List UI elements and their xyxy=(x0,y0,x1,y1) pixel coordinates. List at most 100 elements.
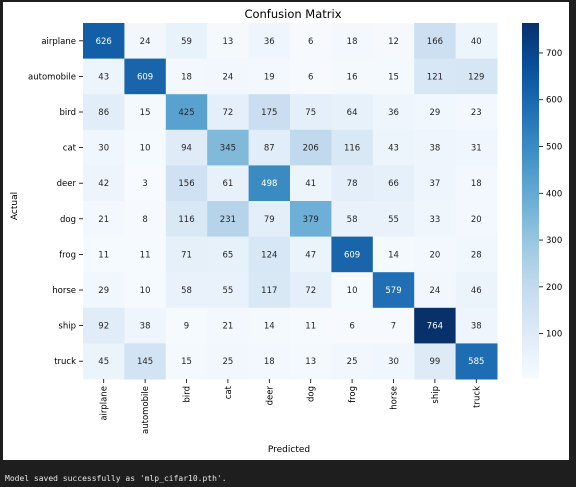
heatmap-cell xyxy=(414,23,457,60)
cell-value-label: 45 xyxy=(98,357,109,367)
heatmap-cell xyxy=(165,58,208,95)
cell-value-label: 33 xyxy=(429,215,440,225)
cell-value-label: 24 xyxy=(429,286,440,296)
colorbar-tick-label: 300 xyxy=(546,236,562,246)
colorbar-tick-label: 700 xyxy=(546,49,562,59)
y-tick-label: horse xyxy=(52,286,76,296)
heatmap-cell xyxy=(372,58,415,95)
cell-value-label: 14 xyxy=(264,322,275,332)
cell-value-label: 42 xyxy=(98,179,109,189)
cell-value-label: 72 xyxy=(222,108,233,118)
cell-value-label: 11 xyxy=(140,250,151,260)
heatmap-cell xyxy=(290,165,332,202)
cell-value-label: 29 xyxy=(98,286,109,296)
heatmap-cell xyxy=(83,165,125,202)
cell-value-label: 79 xyxy=(264,215,275,225)
cell-value-label: 626 xyxy=(96,37,112,47)
figure-panel: Confusion Matrix 626 24 59 13 36 6 18 12 166 40 43… xyxy=(3,2,569,460)
heatmap-cell xyxy=(207,165,250,202)
heatmap-cell xyxy=(207,58,250,95)
cell-value-label: 37 xyxy=(429,179,440,189)
colorbar-tick-label: 600 xyxy=(546,96,562,106)
heatmap-cell xyxy=(331,236,374,273)
heatmap-cell xyxy=(124,201,167,238)
cell-value-label: 65 xyxy=(222,250,233,260)
cell-value-label: 38 xyxy=(140,322,151,332)
cell-value-label: 55 xyxy=(222,286,233,296)
heatmap-cell xyxy=(83,58,125,95)
heatmap-cell xyxy=(124,307,167,344)
cell-value-label: 99 xyxy=(429,357,440,367)
heatmap-cell xyxy=(414,165,457,202)
cell-value-label: 13 xyxy=(222,37,233,47)
cell-value-label: 206 xyxy=(303,144,319,154)
cell-value-label: 41 xyxy=(305,179,316,189)
heatmap-cell xyxy=(414,343,457,380)
cell-value-label: 38 xyxy=(471,322,482,332)
x-tick-label: bird xyxy=(183,386,193,403)
cell-value-label: 129 xyxy=(468,72,484,82)
cell-value-label: 166 xyxy=(427,37,443,47)
heatmap-cell xyxy=(414,272,457,309)
heatmap-cell xyxy=(331,343,374,380)
cell-value-label: 58 xyxy=(347,215,358,225)
cell-value-label: 24 xyxy=(222,72,233,82)
heatmap-cell xyxy=(124,129,167,166)
cell-value-label: 21 xyxy=(98,215,109,225)
y-tick-label: frog xyxy=(59,250,76,260)
cell-value-label: 20 xyxy=(429,250,440,260)
heatmap-cell xyxy=(124,58,167,95)
heatmap-cell xyxy=(372,94,415,131)
cell-value-label: 231 xyxy=(220,215,236,225)
heatmap-cell xyxy=(455,272,498,309)
heatmap-cell xyxy=(248,94,291,131)
cell-value-label: 121 xyxy=(427,72,443,82)
cell-value-label: 71 xyxy=(181,250,192,260)
cell-value-label: 24 xyxy=(140,37,151,47)
cell-value-label: 64 xyxy=(347,108,358,118)
cell-value-label: 379 xyxy=(303,215,319,225)
cell-value-label: 425 xyxy=(178,108,194,118)
heatmap-cell xyxy=(455,129,498,166)
heatmap-cell xyxy=(124,272,167,309)
heatmap-cell xyxy=(83,23,125,60)
cell-value-label: 3 xyxy=(142,179,147,189)
y-tick-label: truck xyxy=(54,357,76,367)
cell-value-label: 19 xyxy=(264,72,275,82)
cell-value-label: 18 xyxy=(347,37,358,47)
x-tick-label: automobile xyxy=(141,386,151,434)
heatmap-cell xyxy=(248,201,291,238)
cell-value-label: 92 xyxy=(98,322,109,332)
cell-value-label: 117 xyxy=(261,286,277,296)
heatmap-cell xyxy=(165,165,208,202)
heatmap-cell xyxy=(331,58,374,95)
heatmap-cell xyxy=(165,201,208,238)
cell-value-label: 145 xyxy=(137,357,153,367)
heatmap-cell xyxy=(372,201,415,238)
cell-value-label: 6 xyxy=(349,322,354,332)
heatmap-cell xyxy=(83,272,125,309)
cell-value-label: 75 xyxy=(305,108,316,118)
heatmap-cell xyxy=(165,23,208,60)
heatmap-cell xyxy=(124,94,167,131)
cell-value-label: 13 xyxy=(305,357,316,367)
colorbar-tick-label: 200 xyxy=(546,283,562,293)
cell-value-label: 23 xyxy=(471,108,482,118)
heatmap-cell xyxy=(248,236,291,273)
heatmap-cell xyxy=(290,129,332,166)
cell-value-label: 86 xyxy=(98,108,109,118)
y-tick-label: automobile xyxy=(28,72,76,82)
cell-value-label: 72 xyxy=(305,286,316,296)
cell-value-label: 28 xyxy=(471,250,482,260)
cell-value-label: 116 xyxy=(178,215,194,225)
cell-value-label: 16 xyxy=(347,72,358,82)
heatmap-cell xyxy=(372,236,415,273)
heatmap-cell xyxy=(414,129,457,166)
heatmap-cell xyxy=(290,236,332,273)
cell-value-label: 30 xyxy=(388,357,399,367)
heatmap-cell xyxy=(414,201,457,238)
heatmap-cell xyxy=(455,23,498,60)
cell-value-label: 40 xyxy=(471,37,482,47)
heatmap-cell xyxy=(331,307,374,344)
heatmap-cell xyxy=(83,307,125,344)
